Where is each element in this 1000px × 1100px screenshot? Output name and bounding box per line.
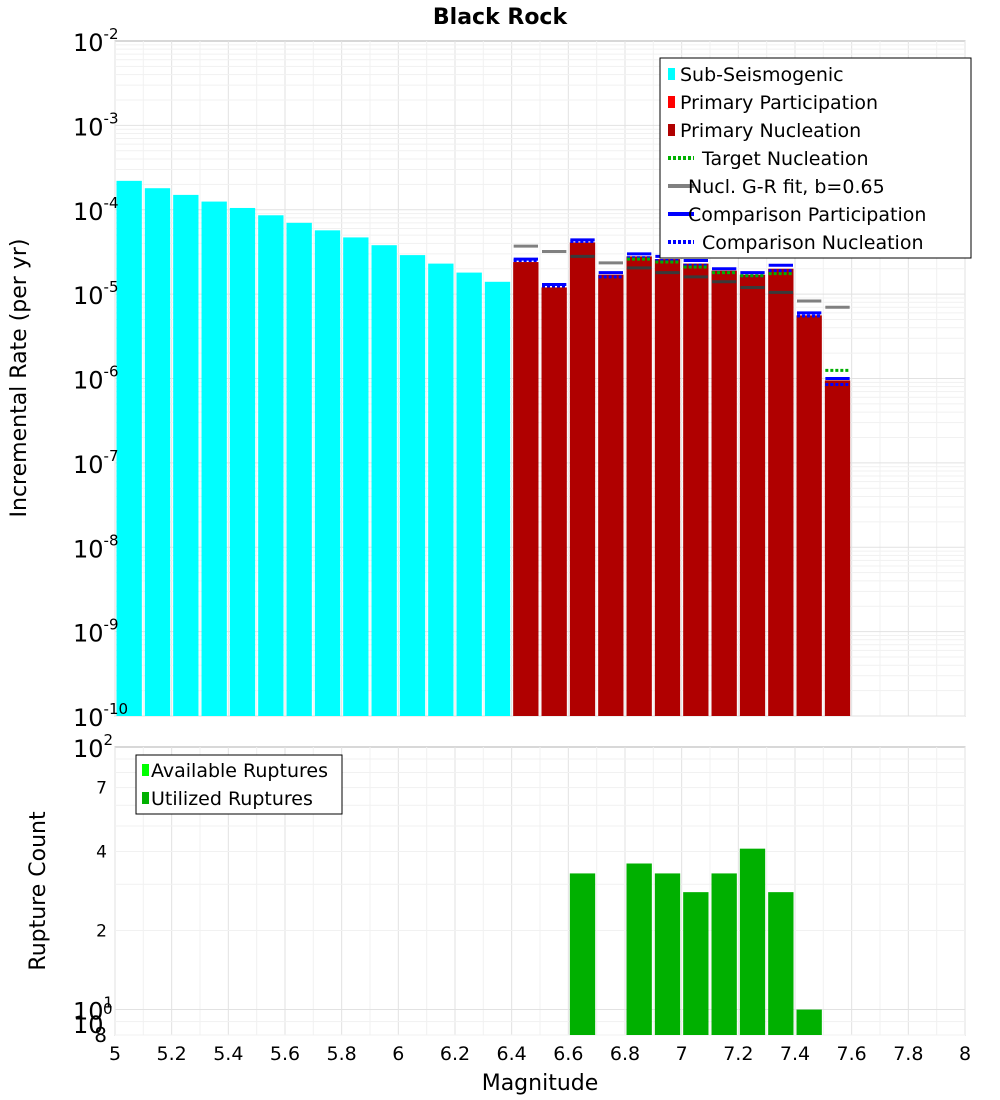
x-tick-6-2: 6.2 [440, 1043, 470, 1065]
x-tick-5-2: 5.2 [157, 1043, 187, 1065]
sub-seismogenic-bar-6-05 [399, 255, 426, 716]
rate-y-tick-label: 10-9 [73, 616, 119, 648]
count-y-tick-minor: 4 [96, 842, 107, 862]
primary-nucleation-bar-7-55 [824, 380, 851, 716]
rate-y-tick-label: 10-8 [73, 531, 119, 563]
utilized-ruptures-bar-7-15 [711, 873, 737, 1035]
count-bars [569, 848, 822, 1035]
x-tick-7-4: 7.4 [780, 1043, 810, 1065]
sub-seismogenic-bar-5-75 [314, 230, 341, 716]
rate-y-tick-label: 10-7 [73, 447, 119, 479]
legend-label-0: Sub-Seismogenic [680, 64, 844, 86]
count-y-tick-bottom-exp: 0 [103, 1000, 113, 1018]
legend-swatch-1 [668, 96, 675, 108]
x-tick-6-8: 6.8 [610, 1043, 640, 1065]
x-tick-6: 6 [392, 1043, 404, 1065]
x-tick-5-8: 5.8 [327, 1043, 357, 1065]
count-y-tick-bottom: 10 [73, 1011, 104, 1039]
sub-seismogenic-bar-6-15 [428, 263, 454, 716]
sub-seismogenic-bar-5-05 [116, 180, 142, 716]
legend-label-4: Nucl. G-R fit, b=0.65 [688, 176, 885, 198]
rate-y-tick-label: 10-3 [73, 109, 119, 141]
rate-bars [116, 180, 851, 717]
utilized-ruptures-bar-7-25 [739, 848, 766, 1035]
rate-markers [513, 238, 850, 386]
rate-panel: 10-10 10-9 10-8 10-7 10-6 10-5 10-4 10-3 10-2 In… [7, 25, 972, 732]
count-y-ticks: 101 102 100 8 2 4 7 [73, 731, 113, 1047]
count-legend-swatch-1 [142, 792, 149, 804]
x-tick-5-4: 5.4 [213, 1043, 243, 1065]
count-y-tick-minor: 8 [94, 1023, 107, 1047]
count-legend-box [135, 754, 343, 815]
count-legend-swatch-0 [142, 764, 149, 776]
primary-nucleation-bar-6-75 [598, 274, 624, 716]
count-y-tick-major: 101 [73, 994, 113, 1026]
count-grid [114, 747, 966, 1036]
count-x-ticks: 5 5.2 5.4 5.6 5.8 6 6.2 6.4 6.6 6.8 7 7.2 7.4 7.6 7.8 8 [109, 1043, 971, 1065]
legend-label-6: Comparison Nucleation [702, 232, 924, 254]
sub-seismogenic-bar-5-35 [201, 201, 227, 716]
x-tick-5-6: 5.6 [270, 1043, 300, 1065]
sub-seismogenic-bar-5-45 [229, 207, 256, 716]
sub-seismogenic-bar-5-55 [258, 215, 284, 717]
x-tick-7: 7 [676, 1043, 688, 1065]
x-tick-5: 5 [109, 1043, 121, 1065]
sub-seismogenic-bar-6-25 [456, 272, 482, 716]
x-tick-7-8: 7.8 [893, 1043, 923, 1065]
legend-label-5: Comparison Participation [688, 204, 926, 226]
rate-legend: Sub-Seismogenic Primary Participation Prim… [659, 57, 972, 259]
legend-swatch-2 [668, 124, 675, 136]
sub-seismogenic-bar-6-35 [484, 281, 511, 716]
x-axis-label: Magnitude [482, 1071, 599, 1096]
utilized-ruptures-bar-6-95 [654, 873, 681, 1035]
utilized-ruptures-bar-6-65 [569, 873, 596, 1035]
count-panel: 101 102 100 8 2 4 7 5 5.2 5.4 5.6 5.8 6 6.2 6.4 6.6 6.8… [26, 731, 971, 1096]
primary-nucleation-bar-6-45 [513, 262, 539, 716]
legend-swatch-0 [668, 68, 675, 80]
rate-y-tick-label: 10-6 [73, 363, 119, 395]
count-legend-label-0: Available Ruptures [151, 760, 328, 782]
primary-nucleation-bar-6-95 [654, 259, 681, 716]
primary-nucleation-bar-7-05 [683, 263, 709, 716]
sub-seismogenic-bar-5-15 [144, 188, 171, 717]
count-y-tick-minor: 7 [96, 779, 107, 799]
x-tick-7-2: 7.2 [723, 1043, 753, 1065]
count-y-tick-major: 102 [73, 731, 113, 763]
legend-label-3: Target Nucleation [701, 148, 869, 170]
rate-y-axis-label: Incremental Rate (per yr) [7, 239, 32, 518]
utilized-ruptures-bar-7-45 [796, 1009, 822, 1035]
primary-nucleation-bar-6-85 [626, 256, 652, 716]
primary-nucleation-bar-6-65 [569, 242, 596, 716]
x-tick-8: 8 [959, 1043, 971, 1065]
primary-nucleation-bar-6-55 [541, 287, 567, 716]
primary-nucleation-bar-7-15 [711, 270, 737, 716]
x-tick-7-6: 7.6 [837, 1043, 867, 1065]
primary-nucleation-bar-7-45 [796, 315, 822, 716]
utilized-ruptures-bar-7-05 [683, 892, 709, 1035]
count-legend-label-1: Utilized Ruptures [151, 788, 313, 810]
utilized-ruptures-bar-7-35 [768, 892, 794, 1035]
rate-y-tick-label: 10-10 [73, 700, 128, 732]
utilized-ruptures-bar-6-85 [626, 863, 652, 1035]
primary-nucleation-bar-7-25 [739, 274, 766, 716]
sub-seismogenic-bar-5-95 [371, 245, 397, 717]
count-y-tick-minor: 2 [96, 922, 107, 942]
count-y-axis-label: Rupture Count [26, 811, 51, 971]
rate-y-tick-label: 10-4 [73, 194, 119, 226]
x-tick-6-6: 6.6 [553, 1043, 583, 1065]
count-legend: Available Ruptures Utilized Ruptures [135, 754, 343, 815]
legend-label-1: Primary Participation [680, 92, 878, 114]
chart-title: Black Rock [433, 5, 569, 30]
rate-y-tick-label: 10-2 [73, 25, 119, 57]
sub-seismogenic-bar-5-25 [173, 194, 199, 716]
legend-label-2: Primary Nucleation [680, 120, 861, 142]
primary-nucleation-bar-7-35 [768, 268, 794, 716]
sub-seismogenic-bar-5-85 [343, 237, 369, 716]
x-tick-6-4: 6.4 [497, 1043, 527, 1065]
rate-legend-box [659, 57, 972, 259]
rate-y-ticks: 10-10 10-9 10-8 10-7 10-6 10-5 10-4 10-3 10-2 [73, 25, 128, 732]
rate-y-tick-label: 10-5 [73, 278, 119, 310]
sub-seismogenic-bar-5-65 [286, 222, 312, 716]
